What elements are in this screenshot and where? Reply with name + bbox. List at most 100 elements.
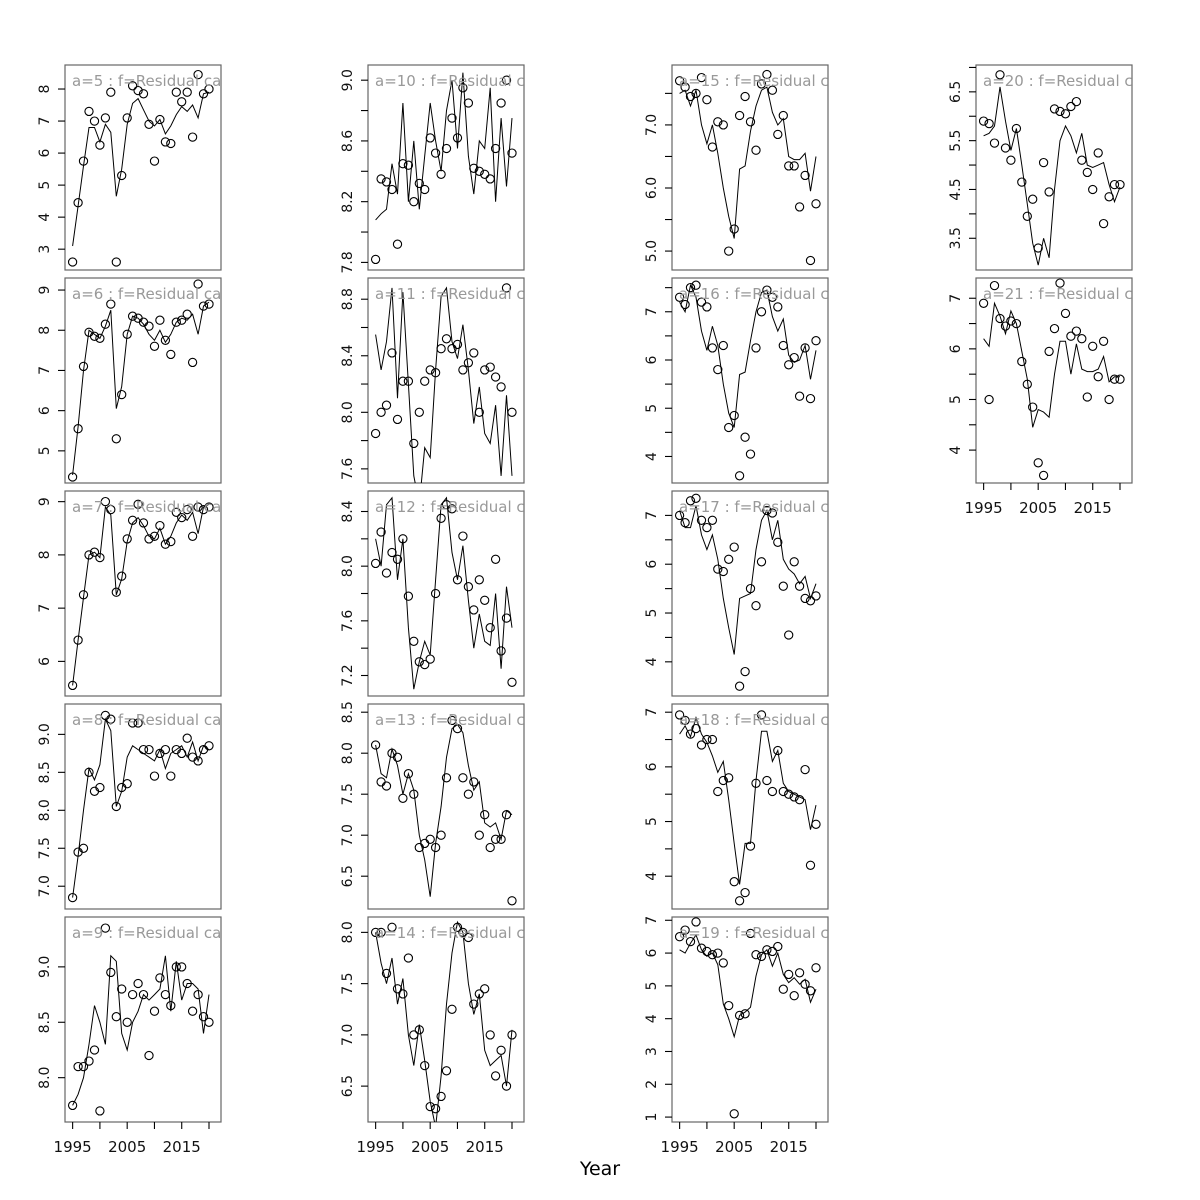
data-point	[718, 340, 728, 351]
data-point	[403, 591, 414, 601]
data-point	[501, 1081, 512, 1091]
data-point	[984, 394, 994, 405]
data-point	[702, 522, 712, 533]
panel-border	[367, 64, 525, 271]
panel-a-13: 6.5 7.0 7.5 8.0 8.5 a=13 : f=Residual catch	[340, 701, 525, 910]
y-tick-label: 3.5	[948, 227, 964, 249]
data-point	[1088, 184, 1098, 195]
data-point	[182, 309, 192, 319]
data-point	[436, 513, 446, 523]
data-point	[734, 1010, 745, 1021]
y-tick-label: 7.6	[340, 610, 356, 632]
data-point	[127, 989, 138, 1000]
panel-data	[370, 496, 517, 690]
data-point	[729, 224, 739, 234]
data-point	[78, 843, 89, 853]
data-point	[78, 361, 89, 372]
data-point	[127, 311, 138, 321]
data-point	[463, 358, 474, 368]
data-point	[696, 943, 707, 953]
panel-border	[671, 916, 829, 1123]
data-point	[724, 773, 734, 783]
scatter-points	[370, 75, 517, 265]
data-point	[425, 365, 435, 375]
data-point	[485, 623, 495, 633]
panel-title: a=9 : f=Residual catch	[72, 924, 245, 942]
y-tick-label: 4	[644, 452, 660, 461]
panel-title: a=21 : f=Residual catch	[983, 285, 1165, 303]
data-point	[713, 564, 723, 574]
data-point	[485, 174, 495, 184]
data-point	[789, 352, 799, 363]
panel-title: a=6 : f=Residual catch	[72, 285, 245, 303]
panel-a-20: 3.5 4.5 5.5 6.5 a=20 : f=Residual catch	[948, 64, 1133, 271]
y-tick-label: 7.5	[37, 837, 53, 859]
scatter-points	[674, 493, 821, 691]
data-point	[1077, 155, 1087, 165]
data-point	[480, 169, 490, 179]
x-tick-label: 1995	[661, 1138, 699, 1156]
data-point	[436, 1091, 446, 1102]
scatter-points	[370, 715, 517, 906]
data-point	[392, 984, 403, 994]
fit-line	[983, 86, 1121, 266]
data-point	[794, 202, 805, 212]
data-point	[800, 979, 810, 989]
data-point	[1060, 109, 1071, 119]
data-point	[490, 834, 501, 844]
data-point	[805, 860, 816, 870]
data-point	[403, 376, 414, 386]
data-point	[1022, 379, 1032, 389]
data-point	[376, 777, 386, 787]
data-point	[193, 502, 203, 512]
data-point	[751, 778, 761, 788]
data-point	[430, 148, 441, 158]
y-tick-label: 3	[644, 1047, 660, 1056]
data-point	[778, 581, 788, 591]
y-tick-label: 8.0	[340, 742, 356, 764]
data-point	[100, 923, 111, 933]
data-point	[507, 677, 517, 687]
y-tick-label: 9.0	[340, 69, 356, 91]
panel-title-group: a=14 : f=Residual catch	[375, 924, 524, 942]
data-point	[773, 941, 783, 952]
data-point	[480, 365, 490, 375]
data-point	[370, 558, 381, 569]
data-point	[127, 515, 138, 525]
data-point	[1006, 155, 1016, 165]
y-tick-label: 6	[644, 762, 660, 771]
y-tick-label: 9.0	[37, 956, 53, 978]
y-tick-label: 6	[644, 560, 660, 569]
panel-title: a=10 : f=Residual catch	[375, 72, 557, 90]
data-point	[784, 360, 794, 370]
data-point	[409, 438, 419, 449]
data-point	[420, 1060, 430, 1071]
y-tick-label: 5	[37, 181, 53, 190]
data-point	[745, 841, 756, 851]
data-point	[756, 951, 767, 962]
y-tick-label: 8.0	[37, 1067, 53, 1089]
data-point	[696, 72, 707, 83]
panel-title: a=15 : f=Residual catch	[679, 72, 861, 90]
data-point	[387, 348, 397, 358]
data-point	[702, 302, 712, 312]
y-tick-label: 5	[37, 446, 53, 455]
data-point	[370, 740, 381, 750]
data-point	[745, 583, 756, 594]
data-point	[463, 582, 474, 592]
data-point	[767, 292, 778, 302]
fit-line	[72, 91, 210, 247]
y-tick-label: 7	[948, 294, 964, 303]
data-point	[474, 989, 484, 999]
data-point	[452, 339, 463, 350]
data-point	[691, 88, 701, 99]
fit-line	[72, 503, 210, 686]
data-point	[1098, 218, 1109, 229]
data-point	[811, 963, 821, 973]
data-point	[425, 1101, 435, 1112]
scatter-points	[67, 496, 214, 691]
data-point	[127, 718, 138, 728]
data-point	[204, 741, 214, 751]
data-point	[1033, 458, 1043, 468]
data-point	[811, 591, 821, 601]
